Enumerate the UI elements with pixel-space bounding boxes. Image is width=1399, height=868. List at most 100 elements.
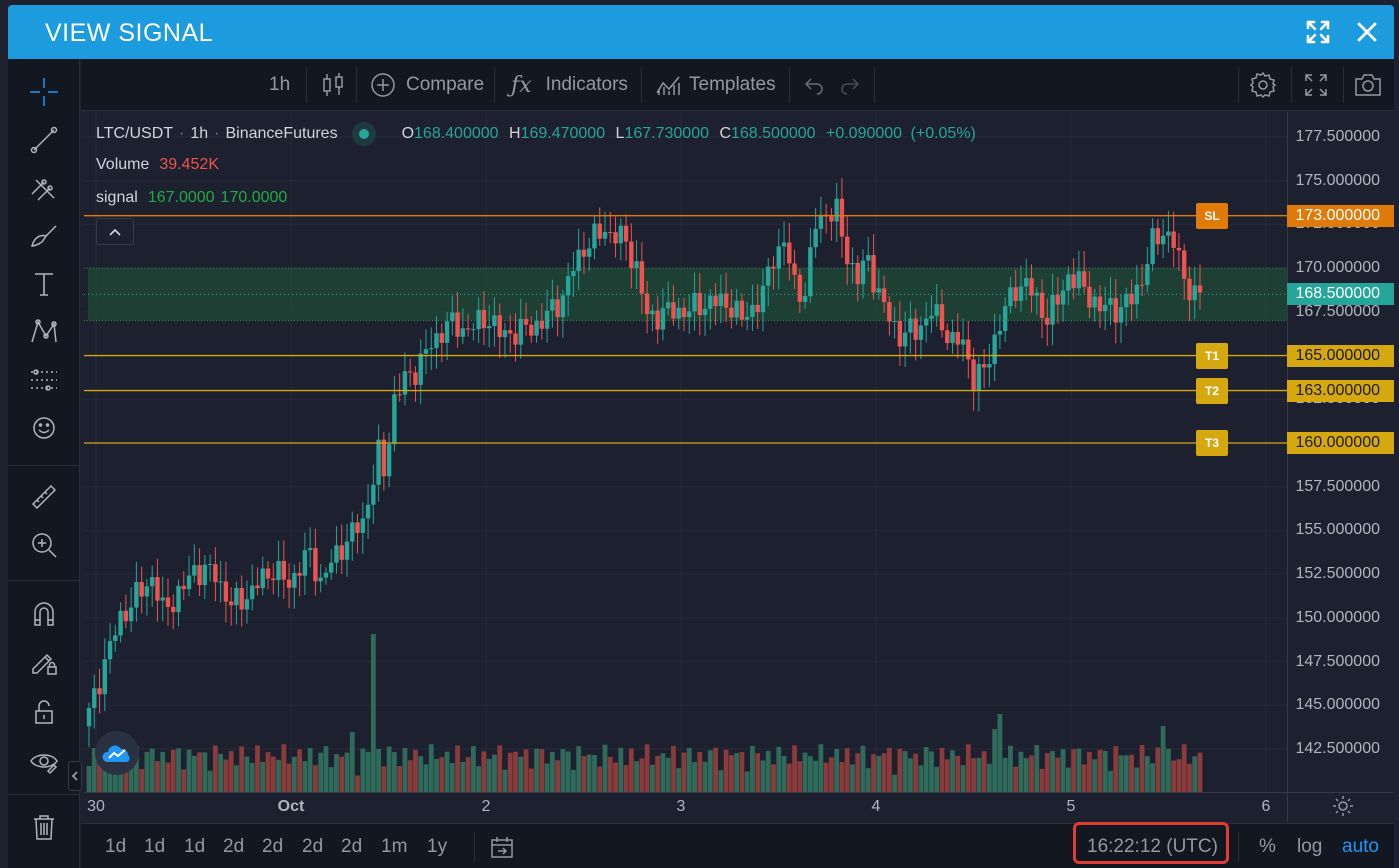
volume-bar: [1166, 748, 1171, 792]
candle-body: [750, 304, 755, 317]
candle-body: [913, 318, 918, 340]
volume-bar: [718, 770, 724, 792]
candle-body: [192, 565, 197, 576]
range-1d[interactable]: 1d: [105, 835, 127, 857]
zoom-in-icon[interactable]: [26, 527, 62, 563]
logo-icon[interactable]: [95, 731, 139, 775]
volume-bar: [318, 752, 324, 792]
volume-bar: [1023, 758, 1029, 792]
volume-bar: [181, 769, 187, 792]
legend-interval: 1h: [190, 125, 209, 142]
candle-body: [1018, 286, 1024, 301]
volume-bar: [839, 761, 845, 792]
candle-body: [1145, 264, 1150, 286]
volume-bar: [692, 761, 697, 792]
goto-date-icon[interactable]: [489, 824, 515, 868]
emoji-icon[interactable]: [26, 410, 62, 446]
log-scale-button[interactable]: log: [1297, 835, 1323, 857]
volume-bar: [207, 770, 213, 792]
percent-scale-button[interactable]: %: [1259, 835, 1276, 857]
candle-body: [434, 333, 439, 349]
prediction-icon[interactable]: [26, 362, 62, 398]
candle-body: [313, 548, 318, 582]
volume-bar: [507, 752, 513, 792]
price-tick-label: 155.000000: [1295, 521, 1380, 539]
candle-body: [897, 321, 903, 347]
level-tag-t2[interactable]: T2: [1196, 377, 1228, 404]
candle-body: [1197, 285, 1203, 293]
indicators-button[interactable]: ƒx Indicators: [511, 59, 628, 111]
magnet-icon[interactable]: [26, 595, 62, 631]
candle-body: [971, 359, 976, 391]
close-icon[interactable]: [1353, 18, 1381, 46]
utc-clock[interactable]: 16:22:12 (UTC): [1087, 835, 1218, 857]
fullscreen-chart-icon[interactable]: [1303, 59, 1329, 111]
legend-signal: signal 167.0000 170.0000: [96, 189, 288, 206]
settings-icon[interactable]: [1249, 59, 1277, 111]
trend-line-icon[interactable]: [26, 122, 62, 158]
volume-bar: [255, 745, 260, 792]
lock-drawing-icon[interactable]: [26, 644, 62, 680]
range-2d[interactable]: 2d: [223, 835, 245, 857]
candle-body: [1097, 296, 1103, 312]
candle-body: [713, 295, 718, 307]
undo-icon[interactable]: [803, 59, 825, 111]
candle-body: [1129, 293, 1134, 305]
volume-bar: [955, 755, 961, 792]
candle-body: [286, 579, 292, 588]
templates-button[interactable]: Templates: [655, 59, 776, 111]
visibility-icon[interactable]: [26, 743, 62, 779]
level-tag-t3[interactable]: T3: [1196, 430, 1228, 456]
volume-bar: [1155, 747, 1161, 792]
crosshair-icon[interactable]: [26, 74, 62, 110]
fullscreen-icon[interactable]: [1304, 18, 1332, 46]
time-axis[interactable]: 30 Oct 2 3 4 5 6: [84, 792, 1287, 822]
level-tag-t1[interactable]: T1: [1196, 342, 1228, 369]
candle-body: [660, 308, 666, 330]
camera-icon[interactable]: [1353, 59, 1383, 111]
price-tick-label: 175.000000: [1295, 171, 1380, 189]
text-icon[interactable]: [26, 266, 62, 302]
candle-body: [950, 331, 955, 344]
pattern-icon[interactable]: [26, 314, 62, 350]
volume-bar: [923, 747, 929, 792]
volume-value: 39.452K: [159, 156, 219, 173]
axis-settings[interactable]: [1287, 792, 1394, 822]
candle-body: [329, 562, 334, 573]
candle-body: [355, 522, 360, 533]
volume-bar: [402, 748, 408, 792]
time-tick-label: 6: [1261, 798, 1271, 815]
brush-icon[interactable]: [26, 218, 62, 254]
candle-body: [234, 588, 239, 606]
redo-icon[interactable]: [839, 59, 861, 111]
range-1d[interactable]: 1d: [184, 835, 206, 857]
candle-body: [602, 232, 608, 239]
volume-bar: [1139, 744, 1145, 792]
collapse-toolbar-button[interactable]: [68, 761, 82, 791]
range-1y[interactable]: 1y: [427, 835, 448, 857]
volume-bar: [728, 755, 734, 792]
volume-bar: [623, 765, 629, 792]
ruler-icon[interactable]: [26, 479, 62, 515]
candle-body: [1124, 293, 1129, 308]
unlock-icon[interactable]: [26, 694, 62, 730]
range-1m[interactable]: 1m: [381, 835, 408, 857]
candle-body: [1002, 306, 1008, 331]
candles-icon[interactable]: [321, 59, 345, 111]
trash-icon[interactable]: [26, 809, 62, 845]
auto-scale-button[interactable]: auto: [1342, 835, 1379, 857]
compare-button[interactable]: Compare: [370, 59, 484, 111]
interval-button[interactable]: 1h: [269, 74, 291, 95]
level-tag-sl[interactable]: SL: [1196, 202, 1228, 229]
candle-body: [681, 307, 687, 318]
chart-pane[interactable]: [84, 112, 1287, 792]
fib-tools-icon[interactable]: [26, 170, 62, 206]
range-2d[interactable]: 2d: [302, 835, 324, 857]
range-2d[interactable]: 2d: [262, 835, 284, 857]
volume-bar: [855, 753, 861, 792]
range-1d[interactable]: 1d: [144, 835, 166, 857]
collapse-legend-button[interactable]: [96, 218, 134, 245]
candle-body: [1108, 298, 1113, 305]
range-2d[interactable]: 2d: [341, 835, 363, 857]
time-tick-label: 3: [676, 798, 686, 815]
